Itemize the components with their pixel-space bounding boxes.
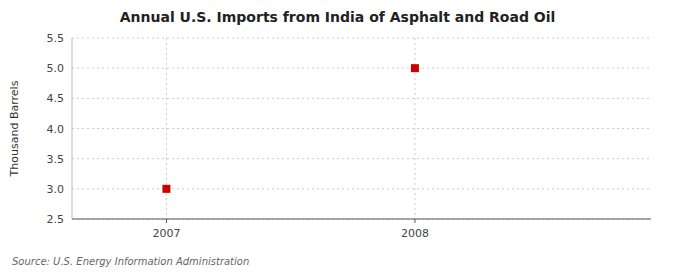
x-tick-label: 2007 [152, 227, 180, 240]
source-note: Source: U.S. Energy Information Administ… [12, 256, 249, 267]
chart-container: Annual U.S. Imports from India of Asphal… [0, 0, 675, 275]
y-tick-label: 5.0 [47, 62, 65, 75]
y-grid-line [72, 128, 651, 129]
axes: 2.5 3.0 3.5 4.0 4.5 5.0 5.5 2007 2008 [47, 32, 652, 240]
y-grid-line [72, 98, 651, 99]
y-tick-label: 3.5 [47, 153, 65, 166]
y-tick-label: 4.5 [47, 92, 65, 105]
chart-title: Annual U.S. Imports from India of Asphal… [120, 9, 556, 25]
points [162, 64, 418, 193]
y-tick-label: 3.0 [47, 183, 65, 196]
y-tick-label: 4.0 [47, 123, 65, 136]
y-grid-line [72, 68, 651, 69]
y-axis-label: Thousand Barrels [8, 80, 21, 177]
y-axis-line [72, 38, 73, 219]
y-tick-label: 5.5 [47, 32, 65, 45]
background [0, 0, 675, 275]
x-tick-mark [166, 219, 167, 223]
y-grid-line [72, 188, 651, 189]
y-grid-line [72, 158, 651, 159]
data-point [411, 64, 419, 72]
x-tick-mark [414, 219, 415, 223]
chart-svg: Annual U.S. Imports from India of Asphal… [0, 0, 675, 275]
y-grid-line [72, 219, 651, 220]
y-grid-line [72, 38, 651, 39]
grid [72, 38, 651, 219]
x-axis-line [72, 219, 651, 220]
x-tick-label: 2008 [401, 227, 429, 240]
data-point [162, 185, 170, 193]
y-tick-label: 2.5 [47, 213, 65, 226]
